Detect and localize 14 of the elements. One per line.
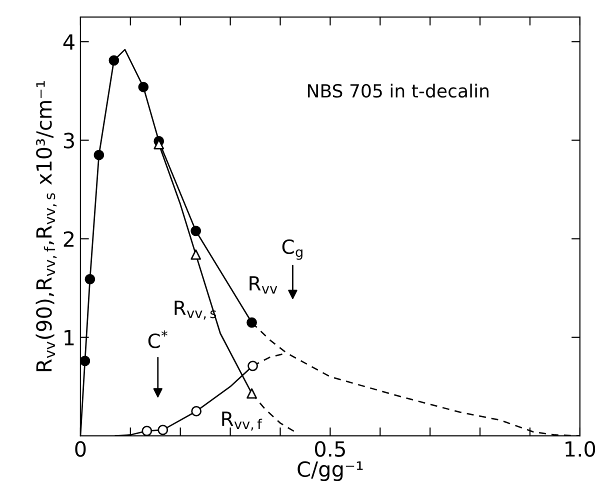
annotation: C$^{*}$: [148, 330, 168, 348]
x-tick-label: 0: [75, 441, 86, 457]
y-tick-label: 1: [64, 330, 74, 346]
y-axis-title: R$_{vv}$(90),R$_{vv,f}$,R$_{vv,s}$ x10³/cm⁻¹: [36, 81, 57, 372]
x-axis-title: C/gg⁻¹: [298, 461, 363, 482]
annotation: R$_{vv}$: [250, 276, 278, 294]
annotation: R$_{vv,f}$: [222, 412, 262, 431]
y-tick-label: 3: [64, 132, 74, 148]
annotation: C$_{g}$: [282, 239, 302, 260]
y-tick-label: 2: [64, 231, 74, 247]
annotation: NBS 705 in t-decalin: [308, 84, 488, 98]
x-tick-label: 1.0: [566, 441, 596, 457]
x-tick-label: 0.5: [314, 441, 345, 457]
y-tick-label: 4: [63, 34, 74, 50]
